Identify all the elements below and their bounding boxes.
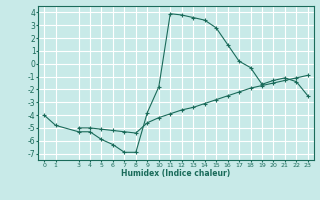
X-axis label: Humidex (Indice chaleur): Humidex (Indice chaleur) — [121, 169, 231, 178]
